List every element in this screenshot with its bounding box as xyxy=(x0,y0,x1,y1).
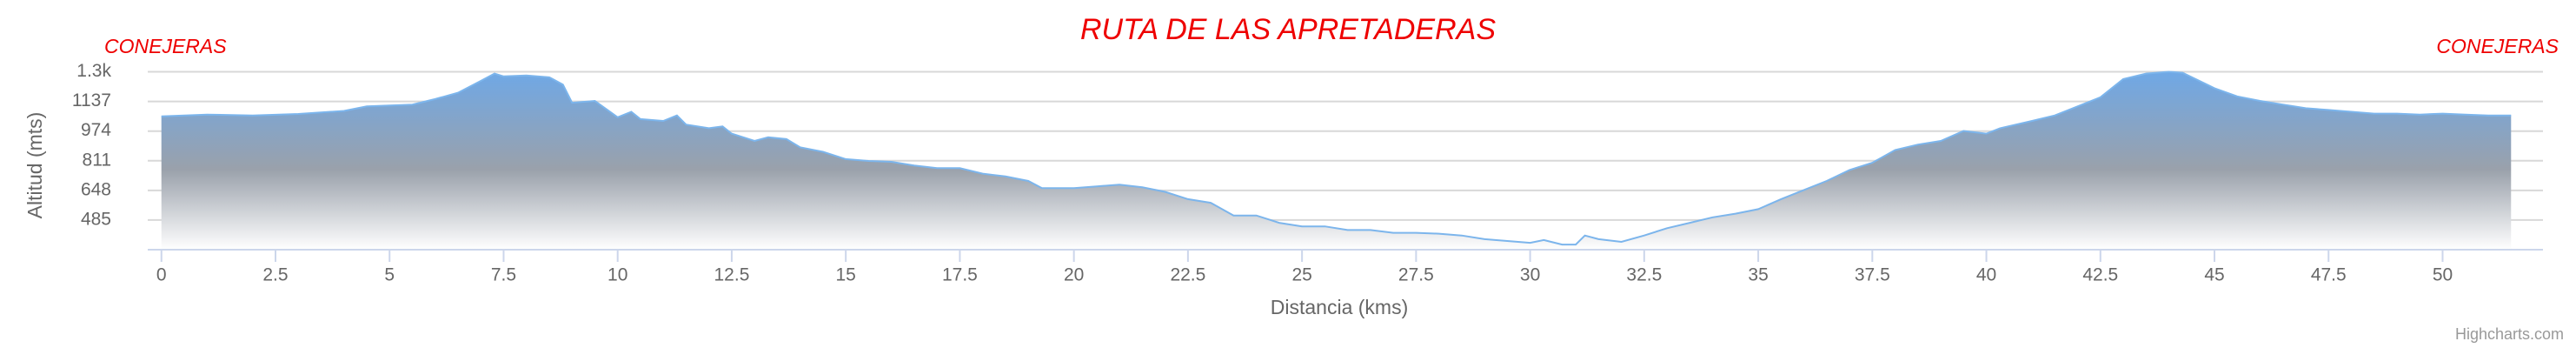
x-tick-label: 27.5 xyxy=(1398,265,1434,285)
x-tick-label: 15 xyxy=(835,265,855,285)
y-tick-label: 811 xyxy=(83,150,111,170)
y-tick-label: 1.3k xyxy=(76,61,111,81)
x-tick-label: 10 xyxy=(607,265,627,285)
x-tick-label: 12.5 xyxy=(714,265,750,285)
area-line xyxy=(161,70,2512,246)
x-tick-label: 47.5 xyxy=(2311,265,2347,285)
x-tick-label: 22.5 xyxy=(1170,265,1205,285)
x-tick-label: 0 xyxy=(156,265,167,285)
x-tick-label: 7.5 xyxy=(491,265,516,285)
x-tick-label: 42.5 xyxy=(2082,265,2118,285)
y-axis-label: Altitud (mts) xyxy=(23,112,46,219)
annotation: CONEJERAS xyxy=(2436,35,2559,57)
x-tick-label: 17.5 xyxy=(942,265,978,285)
chart-title: RUTA DE LAS APRETADERAS xyxy=(1080,13,1496,46)
x-axis-label: Distancia (kms) xyxy=(1271,296,1408,318)
x-tick-label: 40 xyxy=(1976,265,1996,285)
y-tick-label: 648 xyxy=(81,179,111,199)
x-tick-label: 32.5 xyxy=(1626,265,1662,285)
x-tick-label: 37.5 xyxy=(1855,265,1890,285)
x-tick-label: 20 xyxy=(1064,265,1084,285)
x-tick-label: 25 xyxy=(1291,265,1311,285)
x-tick-label: 2.5 xyxy=(262,265,288,285)
x-tick-label: 45 xyxy=(2204,265,2224,285)
credits: Highcharts.com xyxy=(2455,325,2564,343)
x-tick-label: 50 xyxy=(2433,265,2453,285)
x-tick-label: 30 xyxy=(1520,265,1540,285)
x-tick-label: 35 xyxy=(1748,265,1768,285)
annotation: CONEJERAS xyxy=(104,35,227,57)
y-tick-label: 1137 xyxy=(72,90,111,110)
area-fill xyxy=(161,71,2512,250)
y-tick-label: 974 xyxy=(81,120,111,140)
x-tick-label: 5 xyxy=(384,265,395,285)
y-tick-label: 485 xyxy=(81,209,111,229)
